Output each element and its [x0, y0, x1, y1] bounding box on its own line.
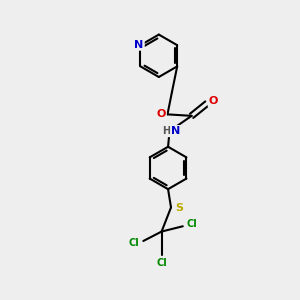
Text: N: N	[134, 40, 144, 50]
Text: O: O	[156, 110, 166, 119]
Text: N: N	[171, 126, 181, 136]
Text: Cl: Cl	[128, 238, 139, 248]
Text: H: H	[162, 126, 170, 136]
Text: Cl: Cl	[187, 219, 198, 229]
Text: S: S	[175, 203, 183, 213]
Text: Cl: Cl	[157, 258, 168, 268]
Text: O: O	[209, 96, 218, 106]
